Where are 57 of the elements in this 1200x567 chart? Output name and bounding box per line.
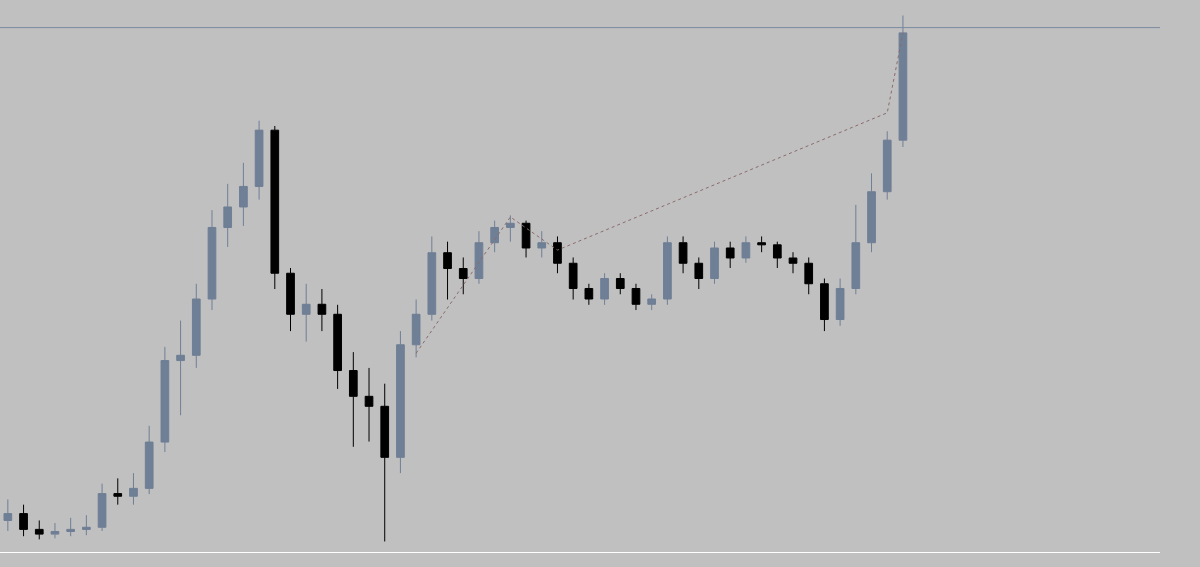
candlestick [804,256,814,295]
candlestick [207,209,217,311]
candlestick [97,483,107,532]
candlestick [772,241,782,269]
candlestick [19,504,28,537]
candlestick [631,283,641,311]
candlestick [254,120,264,201]
candlestick [647,293,657,311]
candlestick [129,472,138,506]
candlestick [333,304,342,390]
candlestick [615,272,625,295]
candlestick [537,230,547,258]
candlestick [348,351,358,448]
candlestick [663,235,672,306]
candlestick [851,204,861,295]
candlestick [474,230,484,285]
candlestick [741,235,751,264]
candlestick [160,346,170,453]
candlestick [50,522,60,539]
candlestick [600,272,609,306]
candlestick [458,256,468,295]
candlestick [66,517,76,537]
candlestick [568,256,578,301]
candlestick [867,172,876,253]
candlestick [521,220,531,258]
candlestick [820,278,829,332]
candlestick [176,320,185,416]
candlestick [506,214,515,243]
candlestick [490,220,499,253]
candlestick [191,283,201,369]
candlestick [144,425,154,495]
candlestick [725,241,735,269]
candlestick [757,235,766,253]
candlestick [678,235,688,274]
candlestick [584,283,594,306]
candlestick [82,514,91,536]
candlestick [301,283,311,343]
candlestick [396,330,405,474]
candlestick [223,183,233,248]
candlestick [380,383,390,542]
candlestick [3,498,13,532]
candlestick [710,241,719,285]
candlestick [270,125,280,290]
candlestick [443,241,452,301]
candlestick [411,299,421,358]
candlestick [317,288,327,332]
candlestick [553,235,562,274]
candlestick [34,519,44,540]
candlestick [286,267,295,332]
candlestick [788,251,798,274]
candlestick [364,367,374,443]
candlestick [113,477,123,506]
candlestick [427,235,437,322]
candlestick [694,256,704,290]
candlestick [882,130,892,201]
candlestick [835,278,845,327]
candlestick [239,162,248,227]
